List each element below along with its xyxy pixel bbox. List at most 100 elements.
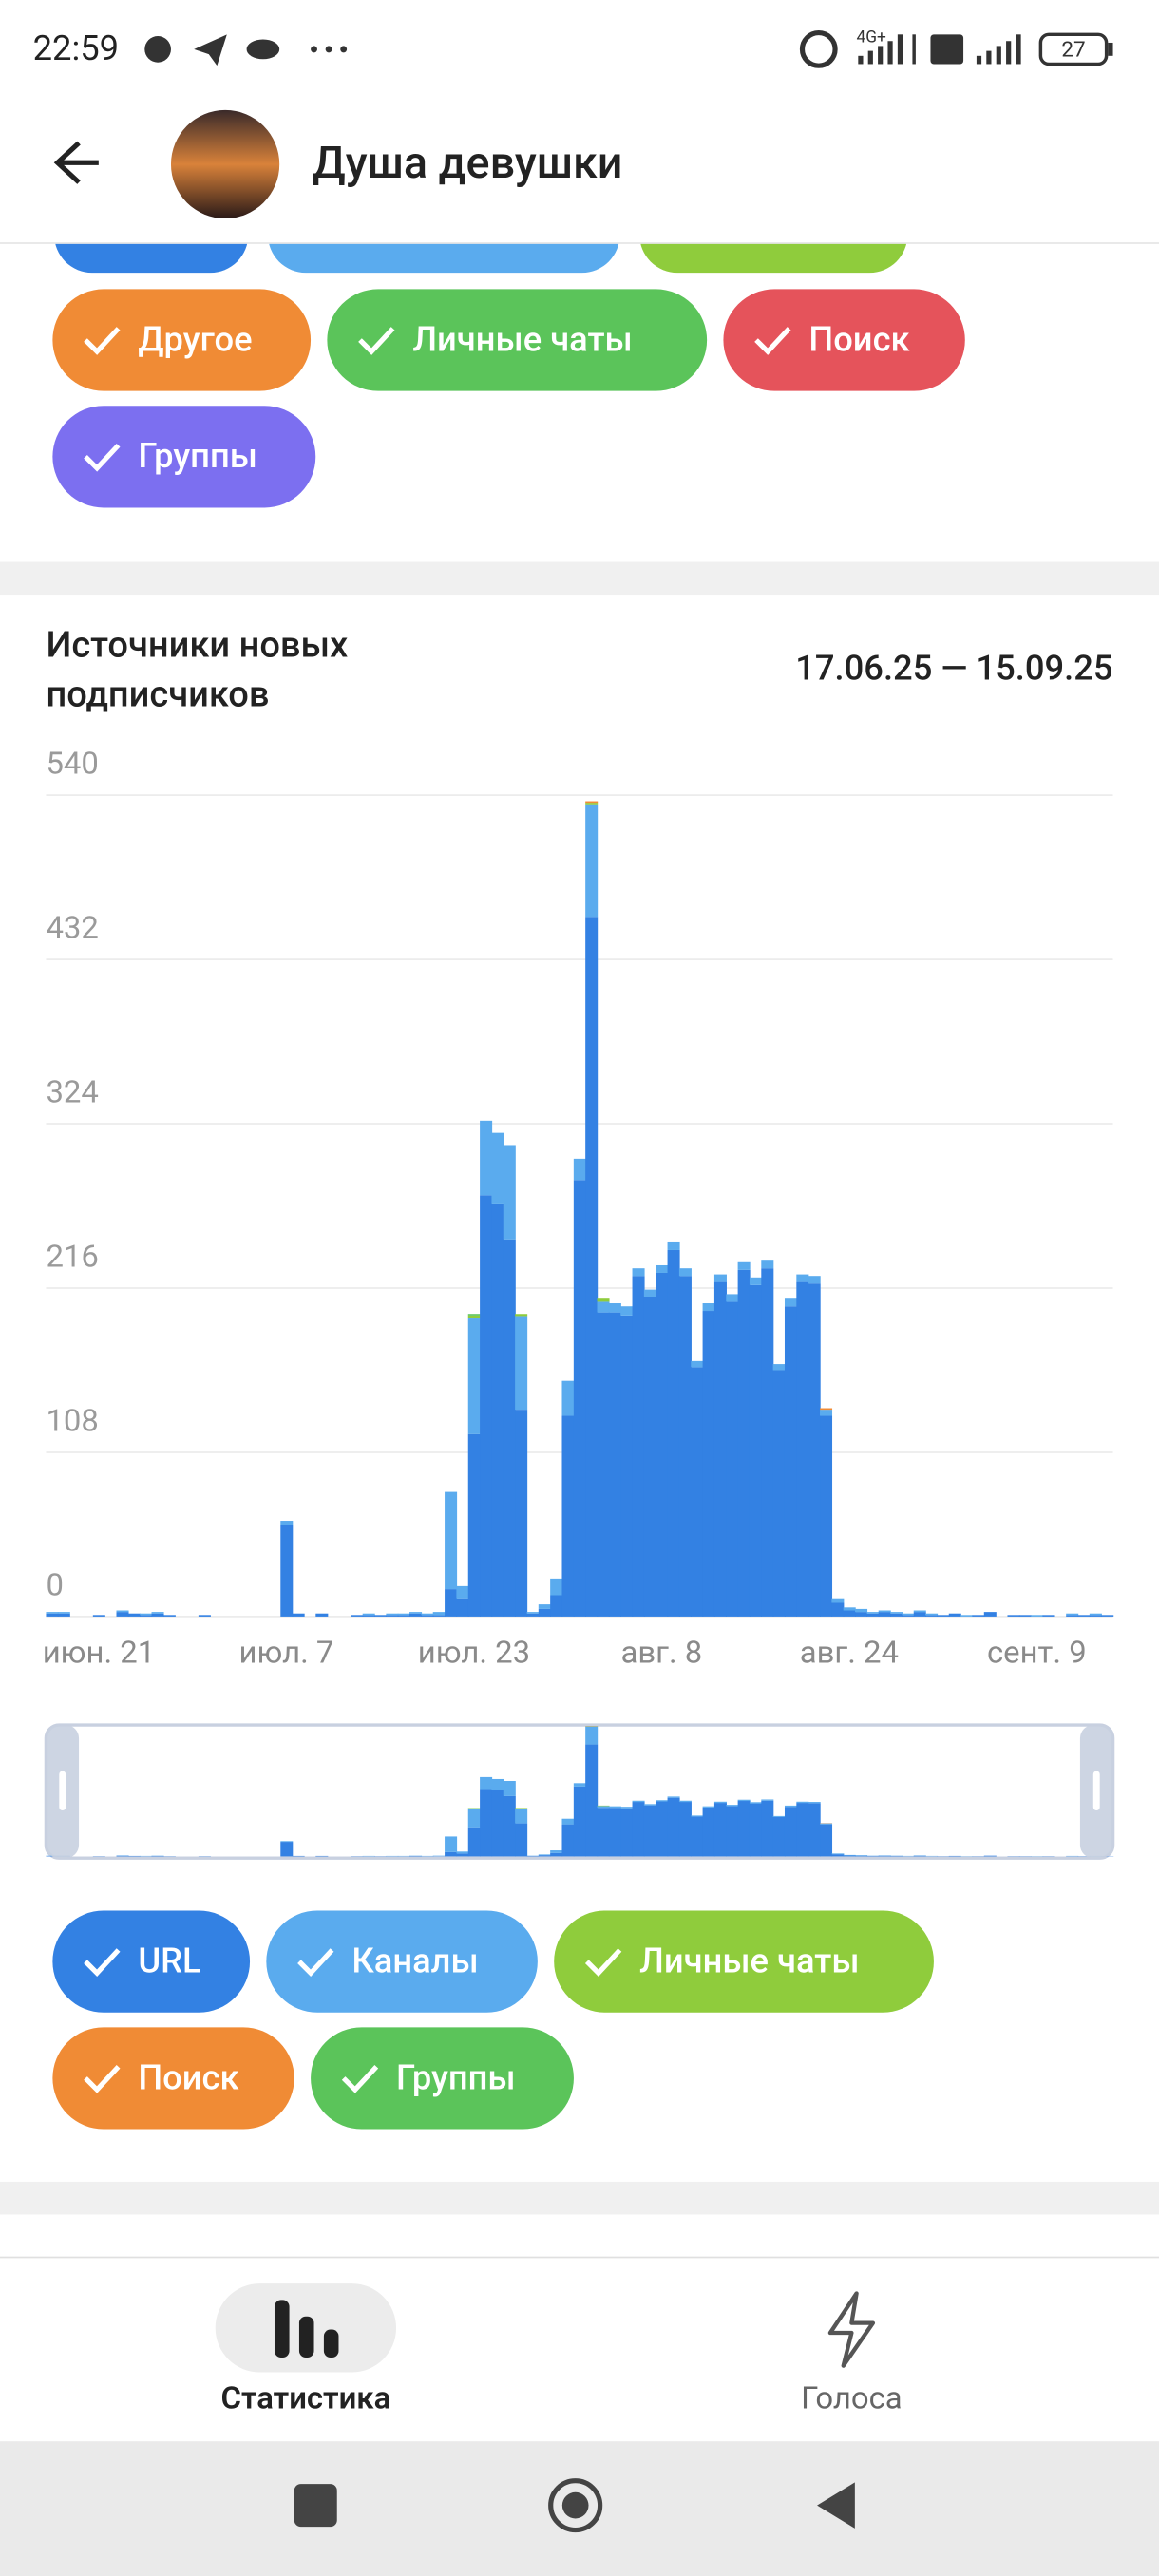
bar-segment — [749, 1284, 762, 1617]
sys-recent[interactable] — [294, 2484, 337, 2528]
navigator-bar — [855, 1855, 868, 1856]
header-bg — [0, 0, 1159, 243]
chip-label[interactable]: Группы — [138, 435, 257, 476]
legend-chip[interactable] — [266, 1910, 538, 2013]
bar-segment — [1089, 1613, 1102, 1616]
navigator-bar — [503, 1795, 516, 1857]
bar-segment — [280, 1525, 294, 1617]
navigator-bar — [726, 1806, 739, 1857]
bar-segment — [46, 1612, 59, 1614]
navigator-bar — [597, 1805, 610, 1807]
chip-label[interactable]: Группы — [396, 2056, 516, 2097]
x-tick-label: июн. 21 — [43, 1635, 156, 1671]
nav-label[interactable]: Голоса — [801, 2381, 902, 2417]
bar-segment — [597, 1312, 610, 1617]
chip-label[interactable]: Поиск — [808, 318, 909, 359]
chip-label[interactable]: Личные чаты — [639, 1940, 859, 1980]
bar-segment — [573, 1158, 586, 1181]
bar-segment — [480, 1195, 493, 1617]
bar-segment — [467, 1314, 481, 1316]
bar-segment — [820, 1415, 833, 1617]
navigator-bar — [620, 1807, 634, 1809]
navigator-bar — [515, 1823, 528, 1857]
chip-check — [297, 1948, 334, 1977]
navigator-bar — [292, 1855, 305, 1857]
navigator-bar — [127, 1855, 141, 1857]
bar-segment — [948, 1613, 961, 1617]
bar-segment — [374, 1615, 388, 1617]
filter-chip[interactable] — [723, 289, 965, 391]
navigator-bar — [749, 1802, 762, 1804]
bar-segment — [831, 1598, 845, 1603]
bar-segment — [409, 1613, 423, 1617]
bar-segment — [362, 1613, 375, 1616]
navigator-bar — [467, 1809, 481, 1828]
bar-segment — [151, 1612, 164, 1614]
bar-segment — [585, 801, 598, 804]
votes-icon[interactable] — [827, 2291, 876, 2368]
navigator-bar — [761, 1799, 774, 1801]
bar-segment — [761, 1260, 774, 1269]
stats-icon[interactable] — [274, 2300, 339, 2358]
bar-segment — [140, 1613, 153, 1616]
navigator-bar — [713, 1801, 727, 1804]
bar-segment — [1018, 1615, 1032, 1617]
filter-chip[interactable] — [327, 289, 708, 391]
bar-segment — [198, 1615, 211, 1617]
chip-label[interactable]: URL — [138, 1940, 200, 1980]
navigator-bar — [597, 1806, 610, 1809]
navigator-bar — [796, 1801, 809, 1804]
chip-check — [754, 327, 791, 355]
chip-label[interactable]: Поиск — [138, 2056, 238, 2097]
navigator-bar — [784, 1807, 798, 1857]
y-tick-label: 324 — [46, 1075, 98, 1111]
navigator-bar — [737, 1799, 750, 1802]
bar-segment — [983, 1612, 997, 1617]
back-button[interactable] — [53, 141, 99, 184]
header-title: Душа девушки — [313, 138, 623, 189]
bar-segment — [432, 1612, 446, 1616]
legend-chip[interactable] — [554, 1910, 934, 2013]
navigator-bar — [315, 1855, 329, 1857]
sys-home-dot — [561, 2491, 589, 2519]
navigator-bar — [491, 1778, 504, 1790]
legend-chip[interactable] — [311, 2027, 574, 2130]
legend-chip[interactable] — [52, 1910, 251, 2013]
sys-back[interactable] — [817, 2482, 855, 2529]
navigator-bar — [550, 1852, 563, 1857]
navigator-bar — [691, 1816, 704, 1857]
bar-segment — [737, 1269, 750, 1617]
bar-segment — [643, 1289, 656, 1297]
bar-segment — [808, 1283, 821, 1617]
bar-segment — [772, 1370, 786, 1617]
chip-label[interactable]: Другое — [138, 318, 252, 359]
filter-chip[interactable] — [52, 406, 316, 508]
bar-segment — [772, 1364, 786, 1371]
filter-chip[interactable] — [52, 289, 312, 391]
bar-segment — [397, 1615, 410, 1617]
navigator-bar — [526, 1855, 540, 1857]
navigator-bar — [890, 1855, 903, 1857]
bar-segment — [831, 1602, 845, 1617]
bar-segment — [280, 1521, 294, 1525]
x-tick-label: июл. 7 — [239, 1635, 334, 1671]
bar-segment — [127, 1613, 141, 1617]
navigator-bar — [480, 1776, 493, 1790]
avatar[interactable] — [170, 109, 280, 219]
chip-label[interactable]: Каналы — [352, 1940, 478, 1980]
bar-segment — [843, 1610, 856, 1617]
bar-segment — [362, 1615, 375, 1617]
bar-segment — [678, 1268, 692, 1277]
bar-segment — [538, 1608, 551, 1617]
bar-segment — [292, 1613, 305, 1617]
bar-segment — [467, 1318, 481, 1434]
bar-segment — [315, 1613, 329, 1617]
navigator-bar — [983, 1855, 997, 1857]
nav-label[interactable]: Статистика — [220, 2381, 390, 2417]
navigator-bar — [878, 1855, 891, 1857]
chip-label[interactable]: Личные чаты — [412, 318, 632, 359]
bar-segment — [480, 1120, 493, 1196]
legend-chip[interactable] — [52, 2027, 294, 2130]
navigator-bar — [808, 1802, 821, 1804]
sys-home[interactable] — [548, 2478, 603, 2533]
